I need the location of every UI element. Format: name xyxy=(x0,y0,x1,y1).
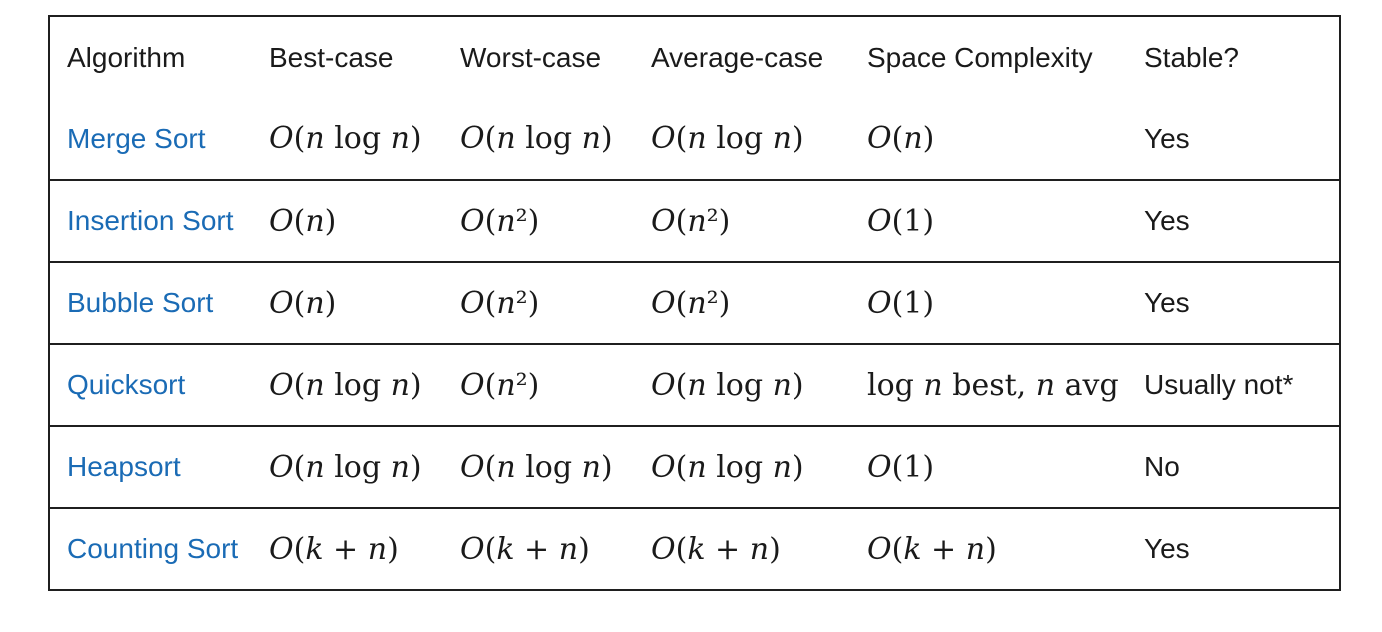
worst-case-cell: O(n log n) xyxy=(460,425,651,508)
worst-case-cell: O(n²) xyxy=(460,343,651,426)
best-case-cell: O(k + n) xyxy=(269,507,460,590)
table-row: Heapsort O(n log n) O(n log n) O(n log n) O(… xyxy=(49,425,1340,508)
average-case-cell: O(n²) xyxy=(651,179,867,262)
stable-cell: Yes xyxy=(1144,179,1340,262)
average-case-cell: O(n log n) xyxy=(651,343,867,426)
algorithm-link[interactable]: Heapsort xyxy=(67,451,181,482)
best-case-cell: O(n) xyxy=(269,179,460,262)
space-complexity-cell: O(n) xyxy=(867,121,935,156)
algorithm-cell: Merge Sort xyxy=(49,98,269,180)
stable-cell: Yes xyxy=(1144,507,1340,590)
stable-cell: No xyxy=(1144,425,1340,508)
header-stable: Stable? xyxy=(1144,41,1239,73)
table-row: Insertion Sort O(n) O(n²) O(n²) O(1) Yes xyxy=(49,179,1340,262)
best-case-cell: O(n log n) xyxy=(269,343,460,426)
header-worst-case: Worst-case xyxy=(460,41,602,73)
header-row: Algorithm Best-case Worst-case Average-c… xyxy=(49,16,1340,98)
worst-case-cell: O(n log n) xyxy=(460,121,613,156)
algorithm-link[interactable]: Counting Sort xyxy=(67,533,239,564)
best-case-cell: O(n log n) xyxy=(269,121,422,156)
algorithm-link[interactable]: Bubble Sort xyxy=(67,287,214,318)
header-best-case: Best-case xyxy=(269,41,394,73)
algorithm-cell: Insertion Sort xyxy=(49,179,269,262)
header-space-complexity: Space Complexity xyxy=(867,41,1093,73)
table-row: Counting Sort O(k + n) O(k + n) O(k + n) O(k… xyxy=(49,507,1340,590)
best-case-cell: O(n) xyxy=(269,261,460,344)
space-complexity-cell: O(1) xyxy=(867,179,1144,262)
average-case-cell: O(n log n) xyxy=(651,425,867,508)
space-complexity-cell: O(k + n) xyxy=(867,507,1144,590)
best-case-cell: O(n log n) xyxy=(269,425,460,508)
sorting-complexity-table: Algorithm Best-case Worst-case Average-c… xyxy=(48,15,1341,591)
header-algorithm: Algorithm xyxy=(67,41,186,73)
average-case-cell: O(n log n) xyxy=(651,121,804,156)
algorithm-link[interactable]: Quicksort xyxy=(67,369,186,400)
stable-cell: Usually not* xyxy=(1144,343,1340,426)
table-row: Bubble Sort O(n) O(n²) O(n²) O(1) Yes xyxy=(49,261,1340,344)
average-case-cell: O(k + n) xyxy=(651,507,867,590)
header-average-case: Average-case xyxy=(651,41,824,73)
stable-cell: Yes xyxy=(1144,122,1190,154)
algorithm-cell: Bubble Sort xyxy=(49,261,269,344)
algorithm-link[interactable]: Insertion Sort xyxy=(67,205,234,236)
worst-case-cell: O(n²) xyxy=(460,261,651,344)
space-complexity-cell: O(1) xyxy=(867,425,1144,508)
worst-case-cell: O(n²) xyxy=(460,179,651,262)
algorithm-cell: Heapsort xyxy=(49,425,269,508)
space-complexity-cell: O(1) xyxy=(867,261,1144,344)
table-row: Quicksort O(n log n) O(n²) O(n log n) log n … xyxy=(49,343,1340,426)
table-row: Merge Sort O(n log n) O(n log n) O(n log n)… xyxy=(49,98,1340,180)
table-body: Merge Sort O(n log n) O(n log n) O(n log n)… xyxy=(49,98,1340,590)
algorithm-cell: Quicksort xyxy=(49,343,269,426)
average-case-cell: O(n²) xyxy=(651,261,867,344)
algorithm-cell: Counting Sort xyxy=(49,507,269,590)
worst-case-cell: O(k + n) xyxy=(460,507,651,590)
stable-cell: Yes xyxy=(1144,261,1340,344)
algorithm-link[interactable]: Merge Sort xyxy=(67,122,206,154)
space-complexity-cell: log n best, n avg xyxy=(867,343,1144,426)
